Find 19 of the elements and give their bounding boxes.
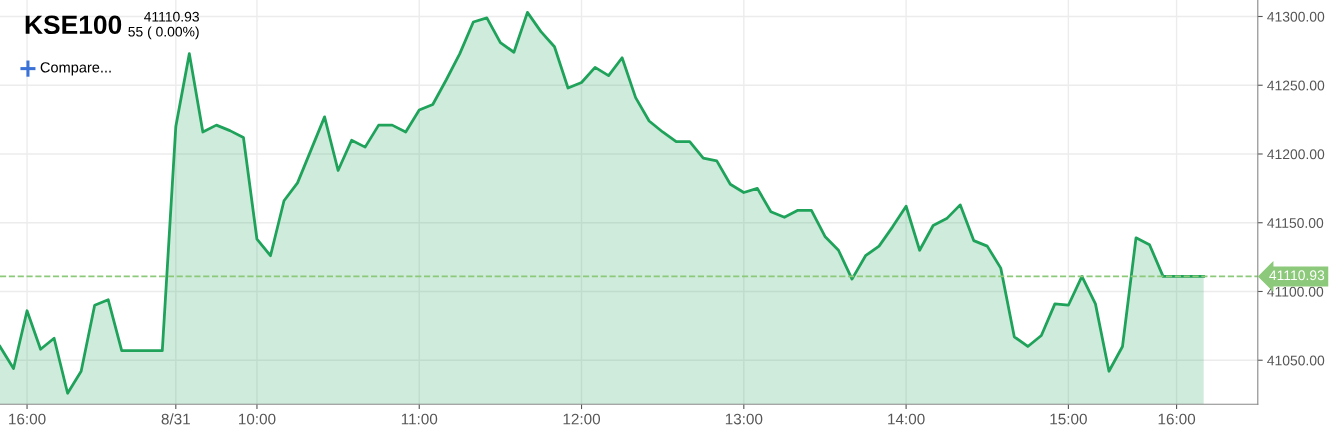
x-tick-label: 12:00 bbox=[563, 413, 601, 425]
x-tick-label: 13:00 bbox=[725, 413, 763, 425]
y-tick-label: 41100.00 bbox=[1267, 286, 1324, 297]
x-tick-label: 8/31 bbox=[161, 413, 190, 425]
y-tick-label: 41300.00 bbox=[1267, 11, 1325, 22]
x-tick-label: 10:00 bbox=[239, 413, 276, 425]
y-tick-label: 41200.00 bbox=[1267, 149, 1325, 160]
x-tick-label: 15:00 bbox=[1050, 413, 1087, 425]
x-tick-label: 16:00 bbox=[9, 413, 46, 425]
y-tick-label: 41250.00 bbox=[1267, 80, 1325, 91]
annotation: Compare... bbox=[40, 62, 111, 76]
y-tick-label: 41050.00 bbox=[1267, 355, 1325, 366]
chart-title: KSE100 bbox=[25, 15, 122, 35]
text: 41110.93 55 ( 0.00%) bbox=[128, 11, 199, 40]
ref-line-label: 41110.93 bbox=[1269, 270, 1325, 281]
y-tick-label: 41150.00 bbox=[1267, 218, 1324, 228]
x-tick-label: 11:00 bbox=[401, 413, 438, 425]
x-tick-label: 14:00 bbox=[888, 413, 925, 425]
x-tick-label: 16:00 bbox=[1158, 413, 1196, 425]
